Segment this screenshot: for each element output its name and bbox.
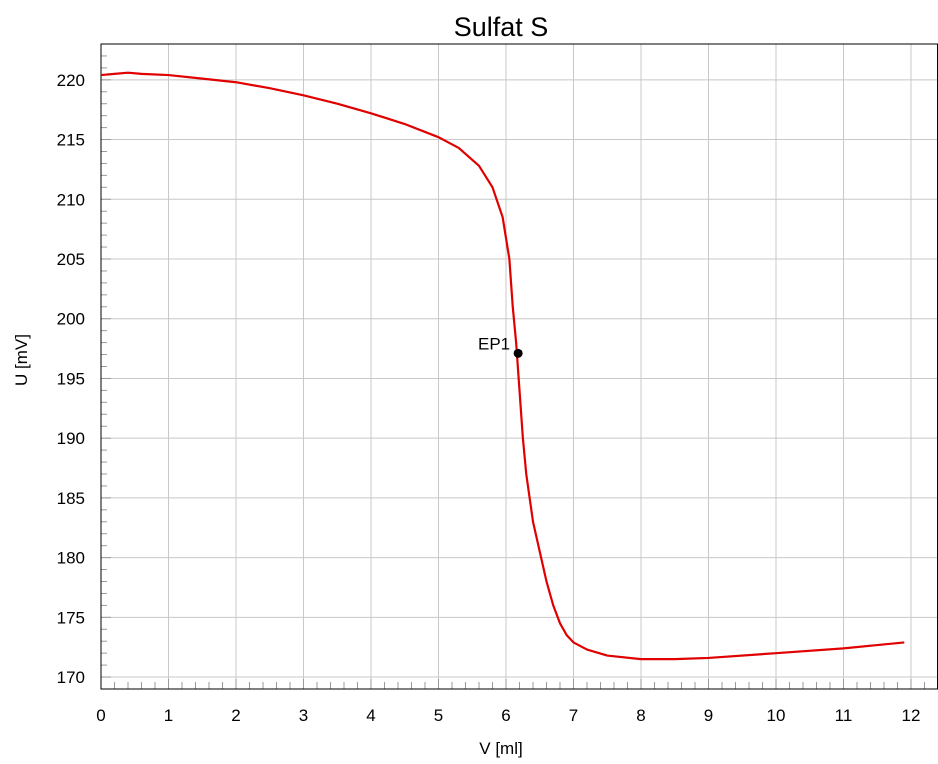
x-tick-label: 5	[434, 706, 443, 725]
x-axis-label: V [ml]	[479, 739, 522, 758]
x-tick-label: 10	[767, 706, 786, 725]
y-tick-label: 200	[57, 310, 85, 329]
y-axis-label: U [mV]	[12, 334, 31, 386]
y-tick-label: 220	[57, 71, 85, 90]
series-line	[100, 71, 905, 661]
y-tick-label: 215	[57, 131, 85, 150]
x-tick-label: 12	[902, 706, 921, 725]
series-layer	[100, 71, 905, 661]
grid	[100, 44, 938, 689]
endpoint-marker	[513, 348, 523, 358]
x-axis-ticks: 0 1 2 3 4 5 6 7 8 9 10 11 12	[96, 706, 920, 725]
y-tick-label: 205	[57, 250, 85, 269]
x-tick-label: 3	[299, 706, 308, 725]
y-tick-label: 180	[57, 549, 85, 568]
x-tick-label: 4	[366, 706, 375, 725]
y-tick-label: 210	[57, 190, 85, 209]
y-tick-label: 185	[57, 489, 85, 508]
x-tick-label: 0	[96, 706, 105, 725]
chart-title: Sulfat S	[454, 12, 549, 42]
x-tick-label: 1	[164, 706, 173, 725]
y-tick-label: 190	[57, 429, 85, 448]
x-tick-label: 11	[835, 706, 853, 725]
plot-frame	[100, 43, 938, 690]
x-tick-label: 2	[231, 706, 240, 725]
y-tick-label: 170	[57, 668, 85, 687]
x-tick-label: 9	[704, 706, 713, 725]
y-tick-label: 175	[57, 608, 85, 627]
minor-ticks	[100, 43, 938, 690]
endpoint-label: EP1	[478, 334, 510, 353]
y-tick-label: 195	[57, 369, 85, 388]
x-tick-label: 8	[636, 706, 645, 725]
y-axis-ticks: 170 175 180 185 190 195 200 205 210 215 220	[57, 71, 85, 687]
annotations: EP1	[478, 334, 523, 358]
x-tick-label: 6	[501, 706, 510, 725]
x-tick-label: 7	[569, 706, 578, 725]
